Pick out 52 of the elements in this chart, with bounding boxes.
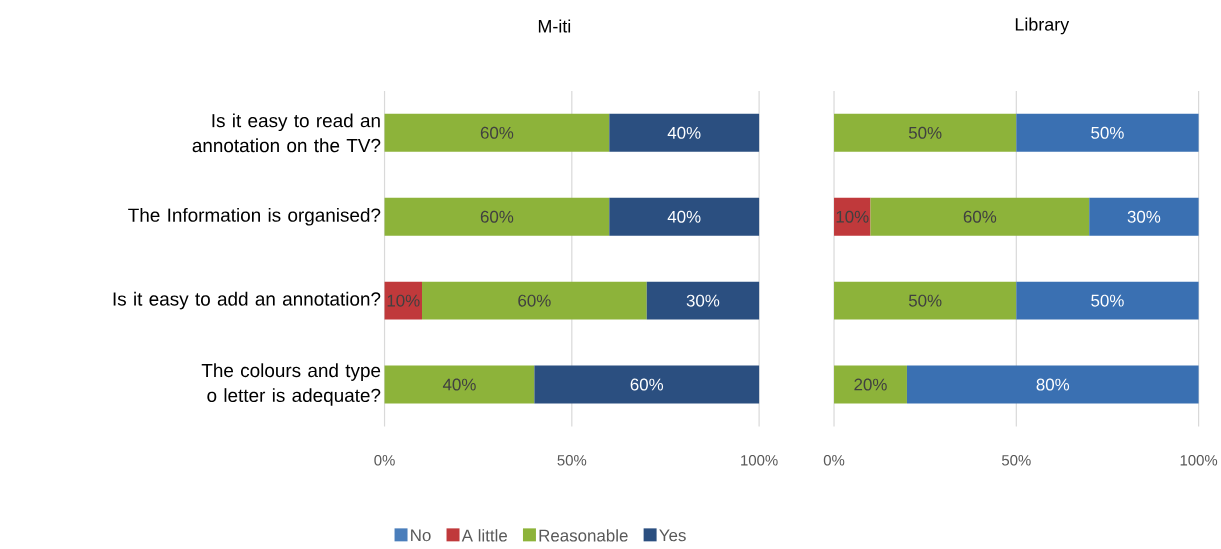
x-tick-label: 100%	[741, 454, 778, 466]
bar	[646, 281, 760, 320]
data-label: 50%	[908, 294, 942, 307]
data-label: 60%	[518, 294, 551, 307]
bar	[609, 113, 760, 152]
x-tick-label: 50%	[1001, 454, 1031, 466]
data-label: 30%	[1127, 210, 1161, 223]
data-label: 50%	[1091, 294, 1124, 307]
x-tick-label: 50%	[557, 454, 587, 466]
data-label: 40%	[667, 210, 701, 223]
data-label: 80%	[1036, 378, 1070, 391]
y-tick-label: Is it easy to read an annotation on the TV?	[192, 113, 381, 153]
legend-label: No	[411, 529, 431, 542]
legend-label: Yes	[659, 529, 686, 542]
bar	[834, 113, 1017, 152]
data-label: 40%	[442, 378, 476, 391]
chart-title: Library	[1015, 17, 1070, 35]
data-label: 60%	[630, 378, 664, 391]
data-label: 60%	[480, 210, 514, 223]
y-tick-label: The Information is organised?	[128, 207, 381, 226]
bar	[609, 197, 760, 236]
bar	[834, 281, 1017, 320]
data-label: 50%	[908, 126, 942, 139]
chart-title: M-iti	[538, 19, 571, 33]
y-tick-label: The colours and type o letter is adequate?	[201, 363, 381, 406]
bar	[1016, 113, 1199, 152]
x-tick-label: 100%	[1180, 454, 1218, 466]
legend-label: A little	[461, 528, 508, 542]
y-tick-label: Is it easy to add an annotation?	[113, 291, 381, 310]
bar	[906, 365, 1199, 404]
bar	[834, 197, 871, 236]
bar	[1089, 197, 1199, 236]
bar	[384, 281, 423, 320]
data-label: 40%	[667, 126, 701, 139]
x-tick-label: 0%	[823, 454, 845, 466]
legend-label: Reasonable	[539, 528, 628, 542]
bar	[870, 197, 1090, 236]
data-label: 50%	[1091, 126, 1124, 139]
bar	[1016, 281, 1199, 320]
bar	[384, 365, 535, 404]
bar	[422, 281, 647, 320]
bar	[834, 365, 907, 404]
bar	[534, 365, 760, 404]
data-label: 60%	[480, 126, 514, 139]
bar	[384, 113, 610, 152]
x-tick-label: 0%	[374, 454, 395, 466]
data-label: 20%	[854, 378, 887, 391]
data-label: 30%	[686, 294, 720, 307]
data-label: 60%	[963, 210, 997, 223]
data-label: 10%	[836, 210, 869, 223]
data-label: 10%	[387, 294, 420, 307]
bar	[384, 197, 610, 236]
